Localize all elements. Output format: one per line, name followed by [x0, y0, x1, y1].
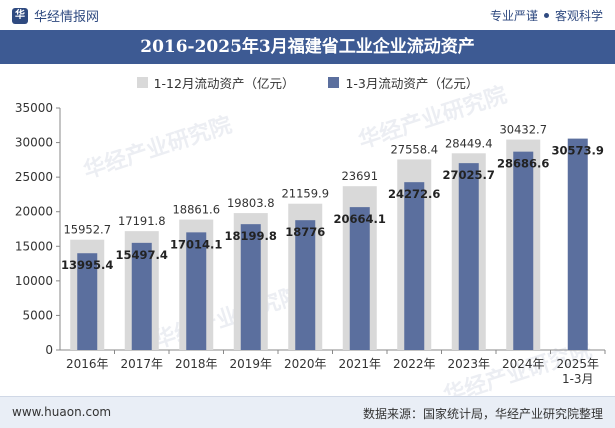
x-tick-label: 1-3月: [562, 372, 594, 386]
bar-q1: [77, 253, 98, 350]
brand[interactable]: 华 华经情报网: [12, 6, 99, 25]
bar-q1: [567, 138, 588, 350]
x-tick-label: 2020年: [284, 357, 327, 371]
data-label-annual: 17191.8: [118, 214, 166, 228]
y-tick-label: 25000: [15, 170, 53, 184]
data-label-q1: 18199.8: [225, 229, 277, 243]
brand-logo-icon: 华: [12, 7, 28, 24]
tagline-right: 客观科学: [554, 9, 603, 23]
bar-q1: [404, 182, 425, 350]
data-label-annual: 28449.4: [445, 136, 493, 150]
footer: www.huaon.com 数据来源：国家统计局，华经产业研究院整理: [0, 396, 615, 428]
top-bar: 华 华经情报网 专业严谨 客观科学: [0, 0, 615, 30]
x-tick-label: 2022年: [393, 357, 436, 371]
y-tick-label: 35000: [15, 101, 53, 115]
legend-item-annual[interactable]: 1-12月流动资产（亿元）: [136, 72, 295, 92]
data-label-annual: 30432.7: [499, 123, 547, 137]
bar-chart: 0 5000 10000 15000 20000 25000 30000 35000 2016年…: [15, 101, 606, 386]
tagline-left: 专业严谨: [489, 9, 538, 23]
legend-label-q1: 1-3月流动资产（亿元）: [345, 75, 479, 91]
footer-source: 数据来源：国家统计局，华经产业研究院整理: [362, 407, 603, 421]
y-tick-label: 15000: [15, 239, 53, 253]
chart-title: 2016-2025年3月福建省工业企业流动资产: [0, 30, 615, 64]
x-tick-label: 2019年: [229, 357, 272, 371]
y-tick-label: 5000: [22, 308, 53, 322]
footer-website[interactable]: www.huaon.com: [12, 405, 112, 419]
bar-q1: [458, 163, 479, 350]
data-label-q1: 13995.4: [61, 258, 113, 272]
legend-label-annual: 1-12月流动资产（亿元）: [153, 75, 295, 91]
tagline: 专业严谨 客观科学: [490, 7, 603, 24]
bar-q1: [240, 224, 261, 350]
data-label-q1: 15497.4: [116, 248, 168, 262]
bar-q1: [186, 232, 207, 350]
data-label-q1: 20664.1: [334, 212, 386, 226]
data-label-q1: 28686.6: [497, 157, 549, 171]
data-label-q1: 17014.1: [170, 237, 222, 251]
data-label-annual: 19803.8: [227, 196, 275, 210]
x-tick-label: 2017年: [120, 357, 163, 371]
data-label-annual: 21159.9: [281, 187, 329, 201]
legend: 1-12月流动资产（亿元） 1-3月流动资产（亿元）: [0, 72, 615, 92]
data-label-annual: 23691: [341, 169, 378, 183]
data-label-annual: 18861.6: [172, 203, 220, 217]
x-tick-label: 2016年: [66, 357, 109, 371]
legend-item-q1[interactable]: 1-3月流动资产（亿元）: [328, 72, 478, 92]
data-label-q1: 27025.7: [443, 168, 495, 182]
data-label-annual: 15952.7: [63, 223, 111, 237]
y-tick-label: 30000: [15, 136, 53, 150]
dot-separator-icon: [543, 13, 549, 18]
legend-swatch-q1: [328, 76, 340, 88]
brand-name: 华经情报网: [34, 10, 100, 25]
data-label-q1: 30573.9: [552, 144, 604, 158]
data-label-q1: 24272.6: [388, 187, 440, 201]
x-tick-label: 2021年: [338, 357, 381, 371]
bar-q1: [295, 220, 316, 350]
y-tick-label: 0: [45, 343, 53, 357]
y-tick-label: 20000: [15, 205, 53, 219]
data-label-q1: 18776: [285, 225, 325, 239]
x-tick-label: 2023年: [447, 357, 490, 371]
bar-q1: [513, 151, 534, 350]
bar-q1: [349, 207, 370, 350]
y-tick-label: 10000: [15, 274, 53, 288]
x-tick-label: 2024年: [502, 357, 545, 371]
x-tick-label: 2025年: [556, 357, 599, 371]
data-label-annual: 27558.4: [390, 142, 438, 156]
legend-swatch-annual: [136, 76, 148, 88]
bar-q1: [131, 242, 152, 350]
x-tick-label: 2018年: [175, 357, 218, 371]
